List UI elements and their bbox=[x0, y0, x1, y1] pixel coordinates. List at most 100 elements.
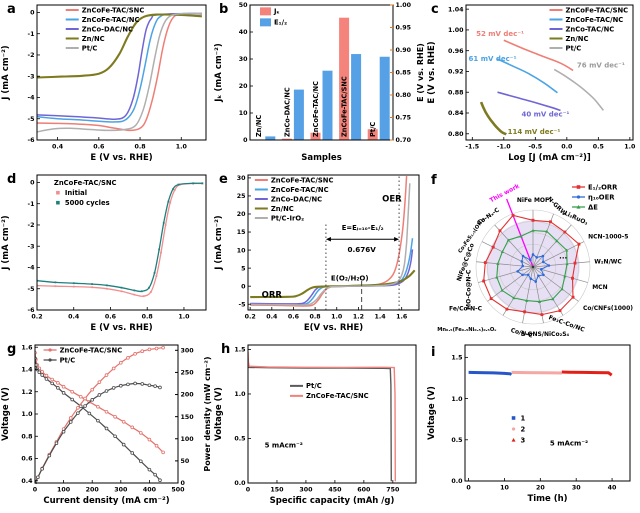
svg-text:0.80: 0.80 bbox=[396, 92, 412, 99]
series-ZnCoFe-TAC/NC bbox=[497, 58, 558, 94]
svg-text:ZnCoFe-TAC/NC: ZnCoFe-TAC/NC bbox=[271, 186, 329, 194]
panel-d-durability-lsv-chart: 0.2 0.4 0.6 0.8 1.0 0 -1 -2 -3 -4 -5 -6 E (V vs. RHE… bbox=[1, 174, 207, 333]
svg-text:ZnCo-DAC/NC: ZnCo-DAC/NC bbox=[283, 87, 291, 137]
radar-legend: E₁/₂ORR η₁₀OER ΔE bbox=[572, 183, 618, 211]
svg-text:1: 1 bbox=[521, 414, 526, 422]
svg-text:MO-Co@N-C: MO-Co@N-C bbox=[466, 269, 473, 310]
svg-text:0.2: 0.2 bbox=[31, 314, 42, 321]
panel-c-tafel-chart: 52 mV dec⁻¹ 61 mV dec⁻¹ 76 mV dec⁻¹ 40 mV d… bbox=[427, 4, 636, 163]
svg-text:Co/CNFs(1000): Co/CNFs(1000) bbox=[583, 305, 633, 312]
panel-g-polarization-power-chart: 0 100 200 300 400 500 0.4 0.6 0.8 1.0 1.2 1.4 1.6 0 50… bbox=[1, 344, 212, 506]
radar: NiFe MOFN-GRWLi₂RuO₃NCN-1000-5W₂N/WCMCNC… bbox=[437, 182, 633, 340]
svg-text:1.5: 1.5 bbox=[234, 347, 245, 354]
svg-text:50: 50 bbox=[181, 458, 190, 465]
annotations: 5 mAcm⁻² bbox=[550, 440, 588, 448]
series-ZnCo-DAC/NC bbox=[37, 12, 202, 120]
svg-text:150: 150 bbox=[270, 487, 284, 494]
svg-text:Pt/C: Pt/C bbox=[60, 356, 76, 364]
svg-text:E (V vs. RHE): E (V vs. RHE) bbox=[416, 43, 425, 102]
svg-text:-5: -5 bbox=[28, 116, 35, 123]
svg-text:0.0: 0.0 bbox=[234, 480, 246, 487]
svg-text:300: 300 bbox=[181, 348, 195, 355]
svg-text:500: 500 bbox=[171, 487, 185, 494]
svg-text:Mn₀.₅(Fe₀.₅Ni₀.₅)₀.₅Oₓ: Mn₀.₅(Fe₀.₅Ni₀.₅)₀.₅Oₓ bbox=[437, 327, 497, 333]
svg-text:250: 250 bbox=[181, 370, 195, 377]
svg-text:ZnCo-DAC/NC: ZnCo-DAC/NC bbox=[271, 195, 322, 203]
svg-text:OER: OER bbox=[382, 194, 402, 204]
annotations: 52 mV dec⁻¹ 61 mV dec⁻¹ 76 mV dec⁻¹ 40 mV d… bbox=[469, 30, 625, 136]
svg-text:0.5: 0.5 bbox=[451, 437, 462, 444]
svg-text:0.6: 0.6 bbox=[288, 314, 300, 321]
svg-text:0.8: 0.8 bbox=[134, 144, 145, 151]
series-Pt/C bbox=[37, 12, 202, 133]
legend: Jₖ E₁/₂ bbox=[260, 7, 287, 27]
svg-text:-3: -3 bbox=[28, 243, 35, 250]
svg-text:-6: -6 bbox=[28, 307, 36, 314]
svg-text:40: 40 bbox=[608, 485, 617, 492]
series-ZnCoFe-TAC/NC bbox=[37, 12, 202, 123]
svg-text:0.90: 0.90 bbox=[396, 47, 412, 54]
svg-text:-4: -4 bbox=[28, 95, 36, 102]
svg-text:MCN: MCN bbox=[592, 284, 607, 291]
axes: 0 100 200 300 400 500 0.4 0.6 0.8 1.0 1.2 1.4 1.6 0 50… bbox=[1, 344, 212, 506]
svg-text:10: 10 bbox=[237, 247, 246, 254]
svg-text:E (V vs. RHE): E (V vs. RHE) bbox=[90, 153, 152, 163]
svg-text:-5: -5 bbox=[239, 301, 246, 308]
series-Pt/C bbox=[248, 366, 392, 482]
svg-text:400: 400 bbox=[143, 487, 157, 494]
svg-text:0.84: 0.84 bbox=[448, 110, 464, 117]
panel-c-letter: c bbox=[431, 2, 439, 17]
axes: 0 10 20 30 40 0.0 0.5 1.0 1.5 Time (h) Voltage (V) bbox=[427, 344, 631, 504]
svg-text:-2: -2 bbox=[28, 222, 35, 229]
legend: ZnCoFe-TAC/SNC Initial 5000 cycles bbox=[54, 179, 117, 207]
svg-text:0.95: 0.95 bbox=[396, 25, 412, 32]
series-group bbox=[248, 352, 396, 482]
svg-text:0: 0 bbox=[181, 480, 186, 487]
svg-text:Pt/C: Pt/C bbox=[306, 382, 322, 390]
svg-text:1.0: 1.0 bbox=[451, 396, 463, 403]
svg-text:0.92: 0.92 bbox=[448, 69, 464, 76]
svg-text:Zn/NC: Zn/NC bbox=[566, 35, 589, 43]
bar-series: Zn/NC ZnCo-DAC/NC ZnCoFe-TAC/NC ZnCoFe-TAC/… bbox=[253, 17, 390, 140]
panel-b-jk-e12-bar-chart: Zn/NC ZnCo-DAC/NC ZnCoFe-TAC/NC ZnCoFe-TAC/… bbox=[214, 2, 425, 163]
svg-text:ZnCoFe-TAC/SNC: ZnCoFe-TAC/SNC bbox=[306, 392, 369, 400]
svg-text:Pt/C: Pt/C bbox=[369, 122, 377, 137]
svg-text:0.4: 0.4 bbox=[266, 314, 278, 321]
series-ZnCo-TAC/NC bbox=[497, 91, 561, 112]
series-2 bbox=[511, 370, 562, 375]
svg-text:Co-Nₓ-C: Co-Nₓ-C bbox=[476, 206, 501, 227]
panel-g-letter: g bbox=[7, 342, 17, 357]
svg-text:5 mAcm⁻²: 5 mAcm⁻² bbox=[550, 440, 588, 448]
series-Initial bbox=[37, 182, 203, 297]
legend: Pt/C ZnCoFe-TAC/SNC bbox=[290, 382, 369, 400]
svg-text:Zn/NC: Zn/NC bbox=[255, 115, 263, 137]
svg-text:Pt/C: Pt/C bbox=[566, 44, 582, 52]
svg-text:0: 0 bbox=[30, 10, 35, 17]
svg-text:0: 0 bbox=[246, 487, 251, 494]
panel-i-discharge-stability-chart: 5 mAcm⁻² 0 10 20 30 40 0.0 0.5 1.0 1.5 Time (h) Vol… bbox=[427, 344, 631, 504]
svg-text:0.4: 0.4 bbox=[52, 144, 64, 151]
panel-f-letter: f bbox=[431, 173, 437, 188]
svg-text:Current density (mA cm⁻²): Current density (mA cm⁻²) bbox=[43, 496, 169, 506]
svg-text:ΔE: ΔE bbox=[588, 203, 598, 211]
svg-text:750: 750 bbox=[386, 487, 400, 494]
series-Pt/C bbox=[553, 68, 605, 111]
svg-text:Voltage (V): Voltage (V) bbox=[1, 387, 11, 441]
radar-series-E₁/₂ORR bbox=[483, 214, 580, 316]
svg-text:ZnCoFe-TAC/SNC: ZnCoFe-TAC/SNC bbox=[566, 6, 629, 14]
svg-text:600: 600 bbox=[357, 487, 371, 494]
svg-text:ZnCoFe-TAC/NC: ZnCoFe-TAC/NC bbox=[82, 16, 140, 24]
svg-text:ZnCoFe-TAC/SNC: ZnCoFe-TAC/SNC bbox=[54, 179, 117, 187]
svg-text:ORR: ORR bbox=[262, 291, 283, 301]
svg-text:0.2: 0.2 bbox=[245, 314, 256, 321]
svg-text:Zn/NC: Zn/NC bbox=[82, 35, 105, 43]
series-Pt/C-IrO₂ bbox=[250, 183, 411, 306]
svg-text:0.8: 0.8 bbox=[310, 314, 321, 321]
panel-e-letter: e bbox=[219, 172, 228, 187]
svg-text:Specific capacity (mAh /g): Specific capacity (mAh /g) bbox=[270, 496, 395, 506]
svg-text:0: 0 bbox=[243, 137, 248, 144]
svg-text:0.80: 0.80 bbox=[448, 131, 464, 138]
